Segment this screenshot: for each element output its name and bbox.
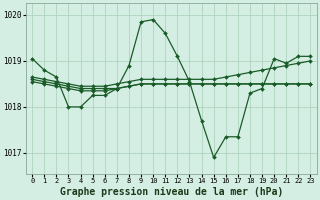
X-axis label: Graphe pression niveau de la mer (hPa): Graphe pression niveau de la mer (hPa) xyxy=(60,186,283,197)
